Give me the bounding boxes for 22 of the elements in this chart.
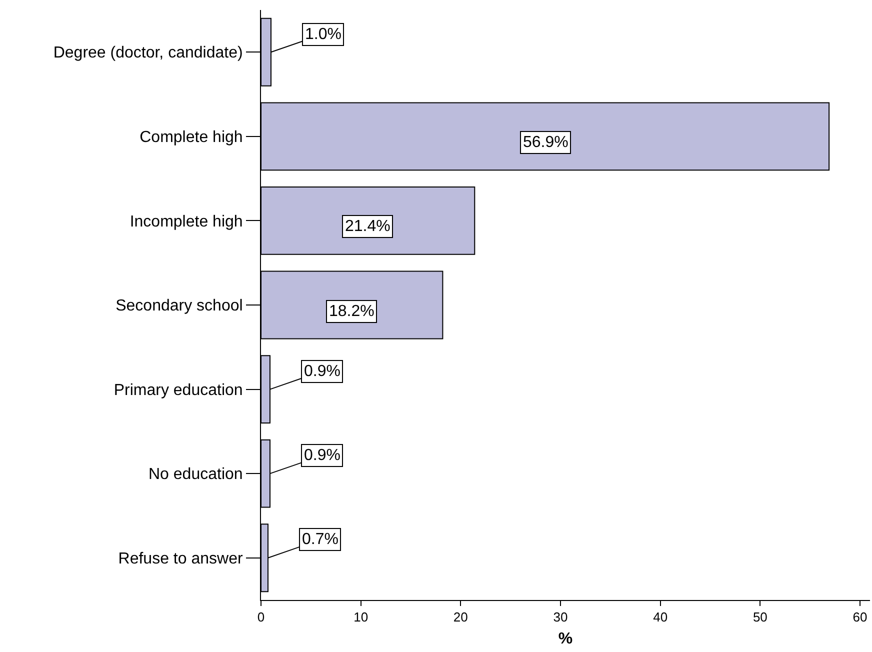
x-tick-label: 40 xyxy=(653,610,668,625)
data-label: 1.0% xyxy=(305,26,342,43)
x-tick-label: 0 xyxy=(257,610,265,625)
y-tick-label: Incomplete high xyxy=(130,213,243,230)
data-label: 0.9% xyxy=(304,363,340,380)
data-label: 18.2% xyxy=(329,303,374,320)
y-tick-label: No education xyxy=(148,466,243,484)
y-tick-label: Refuse to answer xyxy=(118,550,244,568)
x-tick-label: 50 xyxy=(752,610,768,625)
data-label: 56.9% xyxy=(523,134,568,151)
x-tick-label: 30 xyxy=(553,610,568,625)
x-axis-title: % xyxy=(558,630,573,648)
y-tick-label: Secondary school xyxy=(116,298,243,315)
x-tick-label: 20 xyxy=(453,610,468,625)
y-tick-label: Degree (doctor, candidate) xyxy=(53,44,243,62)
data-label: 21.4% xyxy=(345,218,390,235)
data-label: 0.9% xyxy=(304,447,340,464)
data-label: 0.7% xyxy=(302,531,338,548)
y-tick-label: Complete high xyxy=(140,129,243,146)
x-tick-label: 10 xyxy=(354,610,368,625)
y-tick-label: Primary education xyxy=(114,382,243,399)
x-tick-label: 60 xyxy=(852,610,868,625)
